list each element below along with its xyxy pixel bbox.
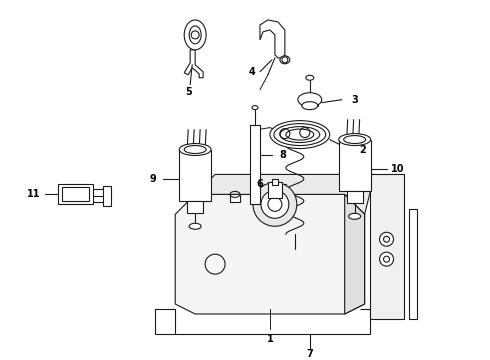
- Circle shape: [380, 252, 393, 266]
- Bar: [230, 194, 240, 202]
- Text: 2: 2: [359, 144, 366, 154]
- Text: 10: 10: [391, 165, 404, 175]
- Text: 1: 1: [267, 334, 273, 344]
- Polygon shape: [260, 20, 285, 58]
- Text: 3: 3: [351, 95, 358, 105]
- Bar: [250, 125, 260, 204]
- Bar: [58, 184, 94, 204]
- Polygon shape: [344, 194, 365, 314]
- Text: 5: 5: [185, 87, 192, 97]
- Circle shape: [253, 183, 297, 226]
- Bar: [179, 149, 211, 201]
- Ellipse shape: [270, 121, 330, 149]
- Polygon shape: [195, 175, 374, 214]
- Ellipse shape: [298, 93, 322, 107]
- Bar: [62, 188, 90, 201]
- Text: 11: 11: [27, 189, 41, 199]
- Text: 8: 8: [279, 149, 286, 159]
- Ellipse shape: [306, 75, 314, 80]
- Text: 6: 6: [257, 179, 263, 189]
- Bar: [187, 201, 203, 213]
- Polygon shape: [184, 50, 203, 78]
- Ellipse shape: [280, 56, 290, 64]
- Bar: [339, 140, 370, 192]
- Circle shape: [380, 232, 393, 246]
- Bar: [103, 186, 111, 206]
- Text: 4: 4: [248, 67, 255, 77]
- Bar: [369, 175, 404, 319]
- Text: 9: 9: [150, 175, 157, 184]
- Ellipse shape: [339, 134, 370, 145]
- Ellipse shape: [302, 102, 318, 110]
- Bar: [410, 209, 417, 319]
- Polygon shape: [175, 194, 365, 314]
- Ellipse shape: [179, 144, 211, 156]
- Bar: [346, 192, 363, 203]
- Ellipse shape: [184, 20, 206, 50]
- Ellipse shape: [189, 223, 201, 229]
- Text: 7: 7: [306, 349, 313, 359]
- Circle shape: [261, 190, 289, 218]
- Bar: [268, 183, 282, 198]
- Bar: [272, 179, 278, 185]
- Ellipse shape: [349, 213, 361, 219]
